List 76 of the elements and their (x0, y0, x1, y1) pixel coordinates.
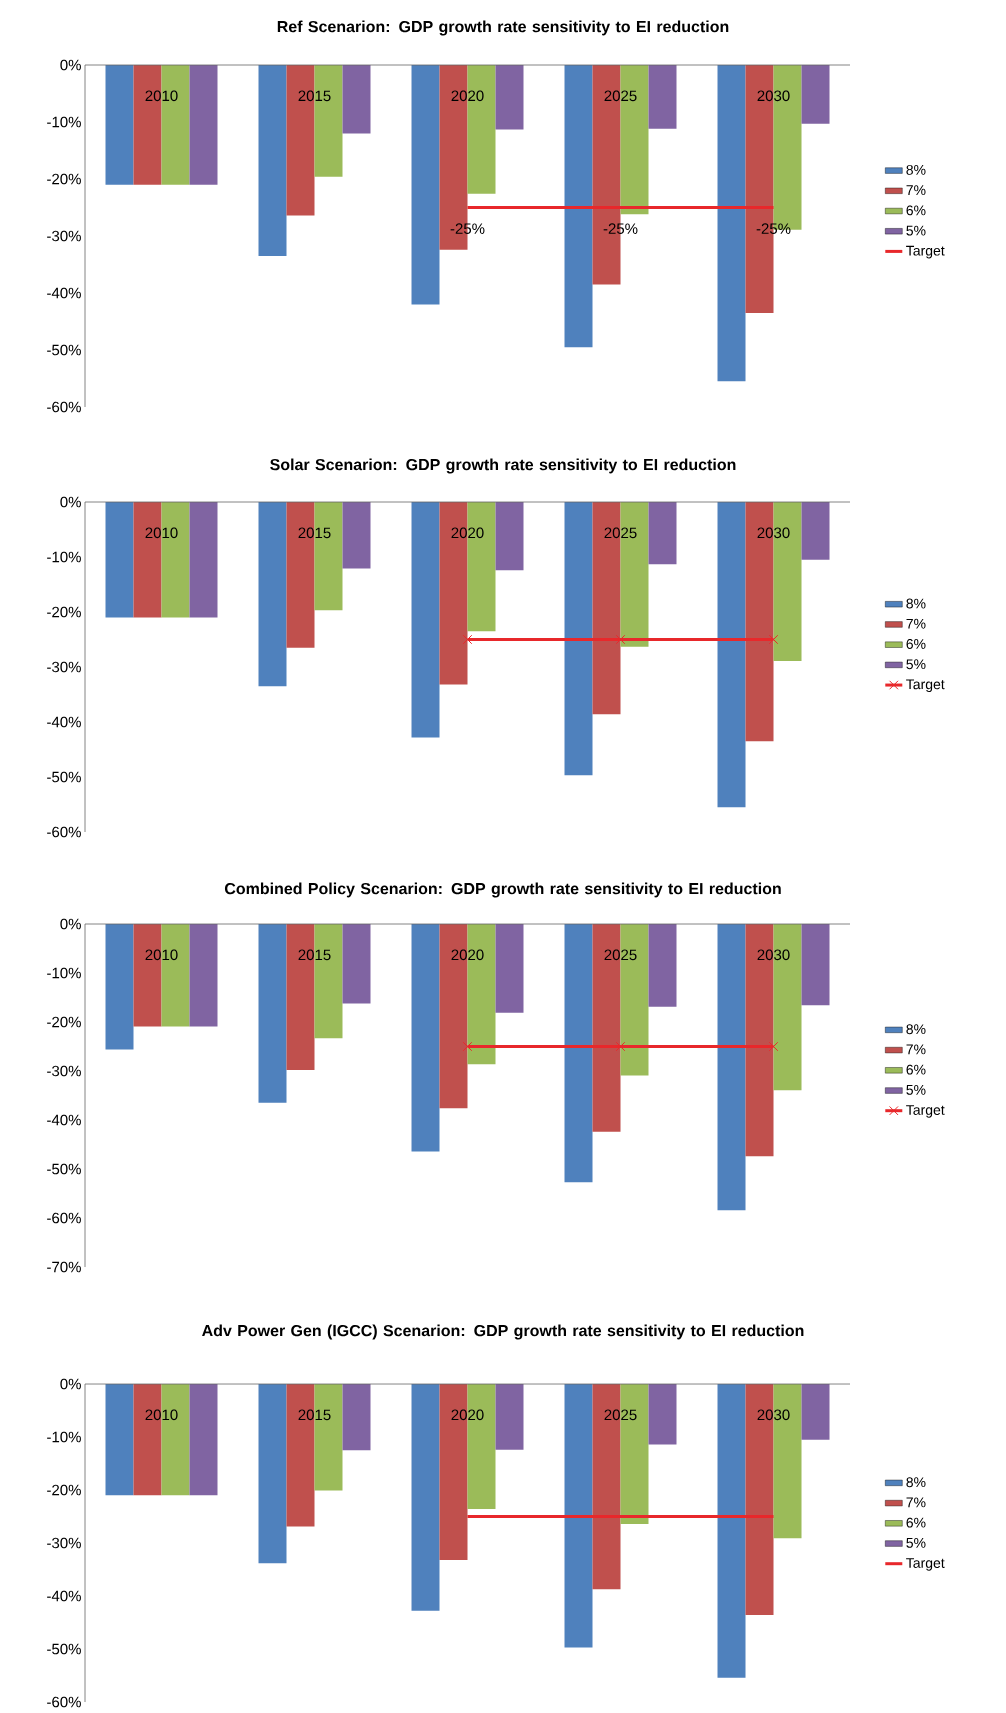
y-tick-label: -20% (47, 173, 81, 185)
y-tick-label: 0% (60, 59, 81, 71)
legend-label: 5% (906, 225, 926, 236)
y-tick-label: -40% (47, 287, 81, 299)
y-tick-label: -10% (47, 551, 81, 563)
y-tick-label: -20% (47, 606, 81, 618)
y-tick-label: -60% (47, 1212, 81, 1224)
y-tick-label: -40% (47, 1590, 81, 1602)
x-tick-label: 2020 (451, 1409, 484, 1421)
data-label: -25% (603, 223, 638, 234)
legend-label: 5% (906, 659, 926, 670)
y-tick-label: -60% (47, 401, 81, 413)
y-tick-label: -40% (47, 716, 81, 728)
x-tick-label: 2020 (451, 527, 484, 539)
legend-label: 5% (906, 1537, 926, 1548)
y-tick-label: -40% (47, 1114, 81, 1126)
y-tick-label: -60% (47, 1696, 81, 1708)
chart-title: Combined Policy Scenarion: GDP growth rate sensitivity to EI reduction (224, 882, 781, 898)
legend-label: 8% (906, 1477, 926, 1488)
x-tick-label: 2015 (298, 90, 331, 102)
y-tick-label: -70% (47, 1261, 81, 1273)
y-tick-label: -50% (47, 1163, 81, 1175)
x-tick-label: 2010 (145, 527, 178, 539)
legend-label: 7% (906, 618, 926, 629)
x-tick-label: 2025 (604, 527, 637, 539)
legend-label: Target (906, 1558, 945, 1571)
x-tick-label: 2015 (298, 527, 331, 539)
y-tick-label: -20% (47, 1484, 81, 1496)
legend-label: 8% (906, 1024, 926, 1035)
x-tick-label: 2010 (145, 949, 178, 961)
data-label: -25% (450, 223, 485, 234)
y-tick-label: -50% (47, 344, 81, 356)
legend-label: 6% (906, 1517, 926, 1528)
legend-label: 7% (906, 1497, 926, 1508)
y-tick-label: -10% (47, 967, 81, 979)
legend-label: 6% (906, 639, 926, 649)
chart-title: Solar Scenarion: GDP growth rate sensitivity to EI reduction (270, 458, 736, 474)
y-tick-label: -30% (47, 1065, 81, 1077)
y-tick-label: -50% (47, 771, 81, 783)
data-label: -25% (756, 223, 791, 234)
x-tick-label: 2030 (757, 527, 790, 539)
y-tick-label: -60% (47, 826, 81, 838)
x-tick-label: 2020 (451, 949, 484, 961)
y-tick-label: 0% (60, 918, 81, 930)
legend-label: Target (906, 679, 945, 693)
legend-label: 6% (906, 1064, 926, 1075)
legend-label: 7% (906, 1044, 926, 1055)
y-tick-label: -20% (47, 1016, 81, 1028)
y-tick-label: -10% (47, 1431, 81, 1443)
x-tick-label: 2015 (298, 1409, 331, 1421)
legend-label: 8% (906, 598, 926, 609)
y-tick-label: 0% (60, 1378, 81, 1390)
x-tick-label: 2010 (145, 1409, 178, 1421)
chart-title: Ref Scenarion: GDP growth rate sensitivity to EI reduction (277, 20, 729, 36)
y-tick-label: -50% (47, 1643, 81, 1655)
legend-label: 8% (906, 164, 926, 175)
y-tick-label: -10% (47, 116, 81, 128)
legend-label: Target (906, 1105, 945, 1118)
legend-label: 7% (906, 185, 926, 195)
x-tick-label: 2030 (757, 949, 790, 961)
chart-title: Adv Power Gen (IGCC) Scenarion: GDP growth rate sensitivity to EI reduction (202, 1324, 804, 1340)
y-tick-label: -30% (47, 230, 81, 242)
x-tick-label: 2025 (604, 1409, 637, 1421)
y-tick-label: 0% (60, 496, 81, 508)
x-tick-label: 2010 (145, 90, 178, 102)
x-tick-label: 2030 (757, 90, 790, 102)
x-tick-label: 2015 (298, 949, 331, 961)
x-tick-label: 2025 (604, 949, 637, 961)
x-tick-label: 2020 (451, 90, 484, 102)
x-tick-label: 2030 (757, 1409, 790, 1421)
legend-label: 5% (906, 1084, 926, 1095)
x-tick-label: 2025 (604, 90, 637, 102)
y-tick-label: -30% (47, 661, 81, 673)
legend-label: Target (906, 245, 945, 259)
y-tick-label: -30% (47, 1537, 81, 1549)
legend-label: 6% (906, 205, 926, 216)
